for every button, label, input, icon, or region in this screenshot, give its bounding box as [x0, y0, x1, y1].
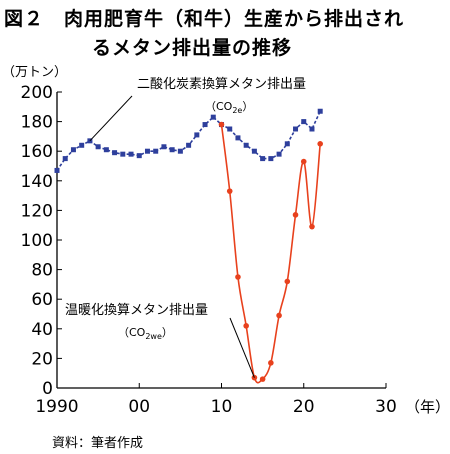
co2we-data-point: [309, 223, 315, 230]
co2we-data-point: [276, 312, 282, 319]
co2we-leader-line: [229, 317, 255, 378]
co2e-data-point: [317, 108, 323, 114]
y-tick-label: 0: [42, 379, 53, 399]
co2e-data-point: [95, 144, 101, 150]
co2e-data-point: [268, 156, 274, 162]
co2we-data-point: [259, 376, 266, 382]
x-tick-label: 1990: [35, 397, 78, 417]
co2e-data-point: [169, 147, 175, 153]
y-tick-label: 160: [21, 142, 53, 162]
co2we-data-point: [300, 158, 307, 165]
co2e-unit-subscript: 2e: [232, 106, 242, 115]
co2e-data-point: [251, 148, 257, 154]
co2e-data-point: [128, 151, 134, 157]
co2e-unit-prefix: （CO: [205, 100, 233, 113]
series-markers: [54, 108, 324, 382]
y-tick-label: 20: [31, 349, 53, 369]
y-axis-unit-label: （万トン）: [2, 65, 67, 80]
figure-title-line2: るメタン排出量の推移: [92, 37, 293, 59]
annotations: 二酸化炭素換算メタン排出量 （CO2e） 温暖化換算メタン排出量 （CO2we）: [65, 77, 306, 378]
figure-title-line1: 図２ 肉用肥育牛（和牛）生産から排出され: [4, 8, 405, 30]
co2e-data-point: [153, 148, 159, 154]
co2e-data-point: [227, 126, 233, 132]
co2we-data-point: [226, 188, 233, 194]
co2e-data-point: [161, 144, 167, 150]
x-axis-unit-label: （年）: [405, 398, 450, 416]
co2e-data-point: [79, 142, 85, 148]
y-tick-label: 120: [21, 201, 53, 221]
y-tick-label: 80: [31, 261, 53, 281]
co2e-data-point: [144, 148, 150, 154]
co2e-data-point: [136, 153, 142, 159]
co2e-data-point: [194, 132, 200, 138]
co2e-data-point: [235, 135, 241, 141]
co2we-data-point: [235, 274, 241, 280]
co2e-data-point: [62, 156, 68, 162]
co2we-data-point: [292, 212, 299, 218]
co2e-data-point: [177, 148, 183, 154]
co2we-data-point: [317, 141, 324, 147]
co2e-leader-line: [89, 95, 133, 142]
co2we-series-label: 温暖化換算メタン排出量: [65, 303, 208, 318]
y-tick-label: 60: [31, 290, 53, 310]
co2e-data-point: [243, 142, 249, 148]
co2we-data-point: [218, 121, 225, 128]
co2e-data-point: [186, 142, 192, 148]
x-tick-label: 20: [293, 397, 315, 417]
co2we-data-point: [284, 278, 291, 285]
y-tick-label: 100: [21, 231, 53, 251]
co2e-data-point: [112, 150, 118, 156]
co2e-data-point: [293, 126, 299, 132]
co2e-data-point: [120, 151, 126, 157]
co2e-data-point: [210, 114, 216, 120]
co2e-data-point: [103, 147, 109, 153]
co2e-data-point: [202, 122, 208, 128]
x-tick-label: 10: [211, 397, 233, 417]
co2e-data-point: [276, 151, 282, 157]
co2we-unit-prefix: （CO: [118, 326, 146, 339]
y-tick-label: 200: [21, 83, 53, 103]
co2e-data-point: [70, 147, 76, 153]
y-tick-label: 140: [21, 172, 53, 192]
co2e-series-label: 二酸化炭素換算メタン排出量: [137, 77, 306, 92]
co2e-series-line: [56, 110, 321, 171]
y-tick-label: 180: [21, 113, 53, 133]
co2we-unit-subscript: 2we: [145, 332, 162, 341]
co2e-data-point: [54, 167, 60, 173]
co2e-unit-close: ）: [242, 100, 253, 113]
co2e-data-point: [309, 126, 315, 132]
co2e-data-point: [301, 119, 307, 125]
y-tick-label: 40: [31, 320, 53, 340]
co2we-data-point: [268, 360, 274, 366]
x-tick-label: 30: [375, 397, 397, 417]
co2we-unit-label: （CO2we）: [118, 326, 173, 341]
source-note: 資料：筆者作成: [52, 436, 144, 451]
co2we-unit-close: ）: [162, 326, 173, 339]
co2e-data-point: [260, 156, 266, 162]
co2we-data-point: [243, 323, 249, 329]
co2e-unit-label: （CO2e）: [205, 100, 253, 115]
co2e-data-point: [284, 141, 290, 147]
chart-axes: 0 20 40 60 80 100 120 140 160 180 200 1990 00 10 20 30 （…: [21, 83, 450, 417]
x-tick-label: 00: [128, 397, 150, 417]
